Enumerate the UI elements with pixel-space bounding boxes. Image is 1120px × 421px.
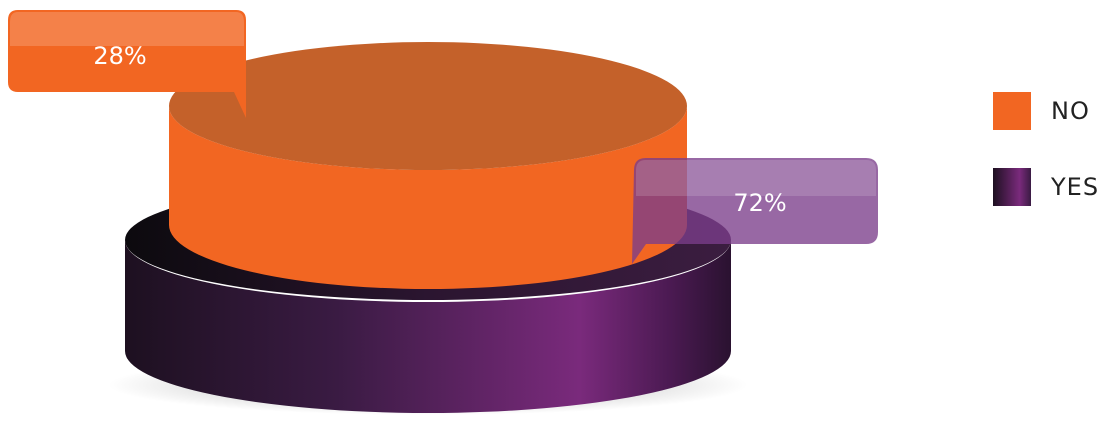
data-label-no: 28%	[93, 42, 146, 70]
callout-yes-gloss	[636, 160, 876, 196]
callout-no-gloss	[10, 12, 244, 46]
slice-no	[169, 42, 687, 289]
legend-swatch-no	[993, 92, 1031, 130]
callout-yes-shape	[632, 158, 878, 264]
legend: NO YES	[993, 92, 1099, 244]
data-label-yes: 72%	[733, 189, 786, 217]
callout-yes: 72%	[632, 158, 878, 264]
callout-no: 28%	[8, 10, 246, 118]
legend-item-no: NO	[993, 92, 1099, 130]
slice-no-top	[169, 42, 687, 170]
legend-label-yes: YES	[1051, 173, 1100, 201]
legend-swatch-yes	[993, 168, 1031, 206]
legend-label-no: NO	[1051, 97, 1090, 125]
slice-no-side	[169, 106, 687, 289]
slice-yes-side	[125, 240, 731, 413]
callout-no-shape	[8, 10, 246, 118]
legend-item-yes: YES	[993, 168, 1099, 206]
